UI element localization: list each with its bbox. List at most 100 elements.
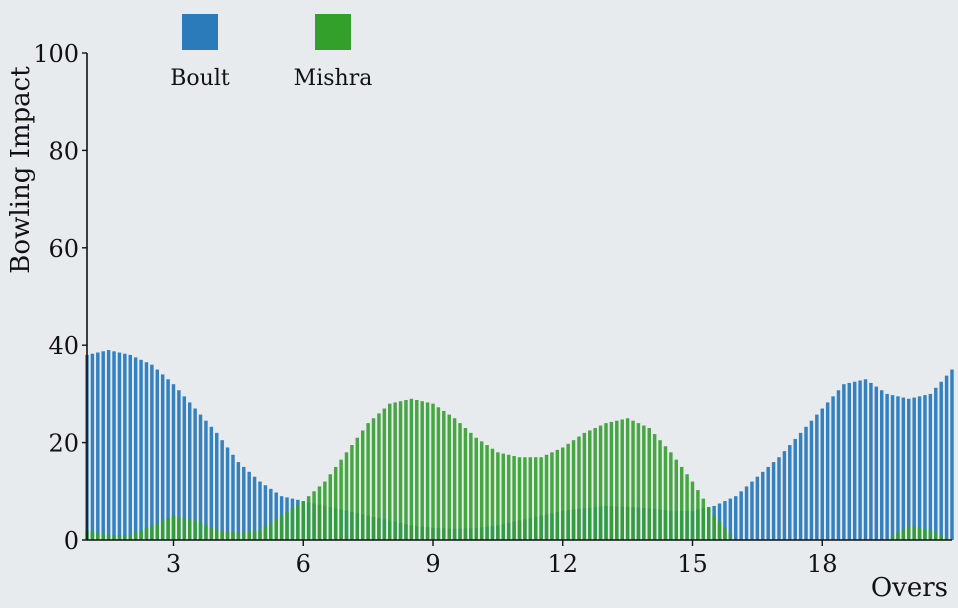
mishra-bar <box>528 457 533 540</box>
mishra-bar <box>577 436 581 540</box>
mishra-bar <box>555 449 560 540</box>
mishra-bar <box>604 423 608 540</box>
boult-bar <box>896 396 900 540</box>
boult-bar <box>247 471 251 540</box>
mishra-bar <box>658 440 662 540</box>
boult-bar <box>842 384 846 540</box>
mishra-bar <box>225 531 230 540</box>
mishra-bar <box>642 425 646 540</box>
mishra-bar <box>496 452 500 540</box>
boult-bar <box>761 471 765 540</box>
mishra-bar <box>907 525 911 540</box>
mishra-bar <box>252 530 257 540</box>
mishra-bar <box>182 518 187 540</box>
boult-bar <box>939 381 943 540</box>
mishra-bar <box>620 419 624 540</box>
mishra-bar <box>928 530 933 540</box>
mishra-bar <box>274 519 278 540</box>
mishra-bar <box>90 531 95 540</box>
mishra-bar <box>425 402 430 540</box>
mishra-bar <box>377 413 381 540</box>
mishra-bar <box>669 452 673 540</box>
mishra-bar <box>934 532 938 540</box>
mishra-bar <box>371 418 376 540</box>
mishra-bar <box>588 430 592 540</box>
x-ticks: 3 6 9 12 15 18 <box>166 540 838 578</box>
mishra-bar <box>128 535 132 540</box>
boult-bar <box>869 382 873 540</box>
boult-bar <box>177 390 181 540</box>
mishra-bar <box>187 519 192 540</box>
boult-bar <box>890 395 895 540</box>
boult-bar <box>231 454 235 540</box>
mishra-bar <box>404 399 408 540</box>
mishra-bar <box>296 504 300 540</box>
boult-bar <box>150 364 154 540</box>
mishra-bar <box>269 522 273 540</box>
boult-bar <box>831 396 835 540</box>
mishra-bar <box>306 496 311 540</box>
mishra-bar <box>366 423 370 540</box>
boult-bar <box>901 397 906 540</box>
mishra-bar <box>398 401 403 540</box>
mishra-bar <box>539 457 543 540</box>
mishra-bar <box>706 507 711 540</box>
mishra-bar <box>123 535 127 540</box>
mishra-bar <box>279 515 284 540</box>
mishra-bar <box>442 410 446 540</box>
mishra-bar <box>431 403 435 540</box>
boult-bar <box>777 457 781 540</box>
mishra-bar <box>544 454 549 540</box>
mishra-bar <box>485 445 489 540</box>
y-tick-label: 0 <box>64 527 79 555</box>
boult-bar <box>117 352 122 540</box>
boult-bar <box>728 498 733 540</box>
mishra-bar <box>328 474 333 540</box>
mishra-bar <box>912 526 916 540</box>
boult-bar <box>215 432 219 540</box>
x-tick-label: 9 <box>425 550 440 578</box>
mishra-bar <box>344 452 349 540</box>
boult-bar <box>934 387 938 540</box>
mishra-bar <box>625 418 630 540</box>
boult-bar <box>820 408 824 540</box>
boult-bar <box>917 396 922 540</box>
boult-bar <box>815 414 819 540</box>
boult-bar <box>928 393 933 540</box>
mishra-bar <box>247 531 251 540</box>
boult-bar <box>734 496 738 540</box>
mishra-bar <box>301 501 305 540</box>
mishra-bar <box>160 520 165 540</box>
mishra-bar <box>263 526 268 540</box>
y-tick-label: 80 <box>48 137 79 165</box>
boult-bar <box>252 476 257 540</box>
mishra-bar <box>566 443 570 540</box>
mishra-bar <box>360 430 365 540</box>
mishra-bar <box>242 532 246 540</box>
mishra-bar <box>463 427 468 540</box>
boult-bar <box>193 408 197 540</box>
mishra-bar <box>333 466 338 540</box>
boult-bar <box>852 381 857 540</box>
boult-bar <box>847 382 852 540</box>
mishra-bar <box>204 525 208 540</box>
mishra-bar <box>890 536 895 540</box>
boult-bar <box>171 384 176 540</box>
boult-bar <box>885 393 889 540</box>
x-tick-label: 3 <box>166 550 181 578</box>
boult-bar <box>258 481 262 540</box>
y-ticks: 0 20 40 60 80 100 <box>33 40 87 555</box>
mishra-bar <box>598 425 603 540</box>
mishra-bar <box>636 423 641 540</box>
mishra-bar <box>388 403 392 540</box>
boult-bar <box>123 353 127 540</box>
boult-bar <box>863 379 868 540</box>
boult-bar <box>187 402 192 540</box>
mishra-bar <box>355 437 360 540</box>
mishra-bar <box>220 530 224 540</box>
boult-bar <box>155 369 160 540</box>
boult-bar <box>96 352 100 540</box>
boult-bar <box>133 357 138 541</box>
mishra-bar <box>690 481 695 540</box>
